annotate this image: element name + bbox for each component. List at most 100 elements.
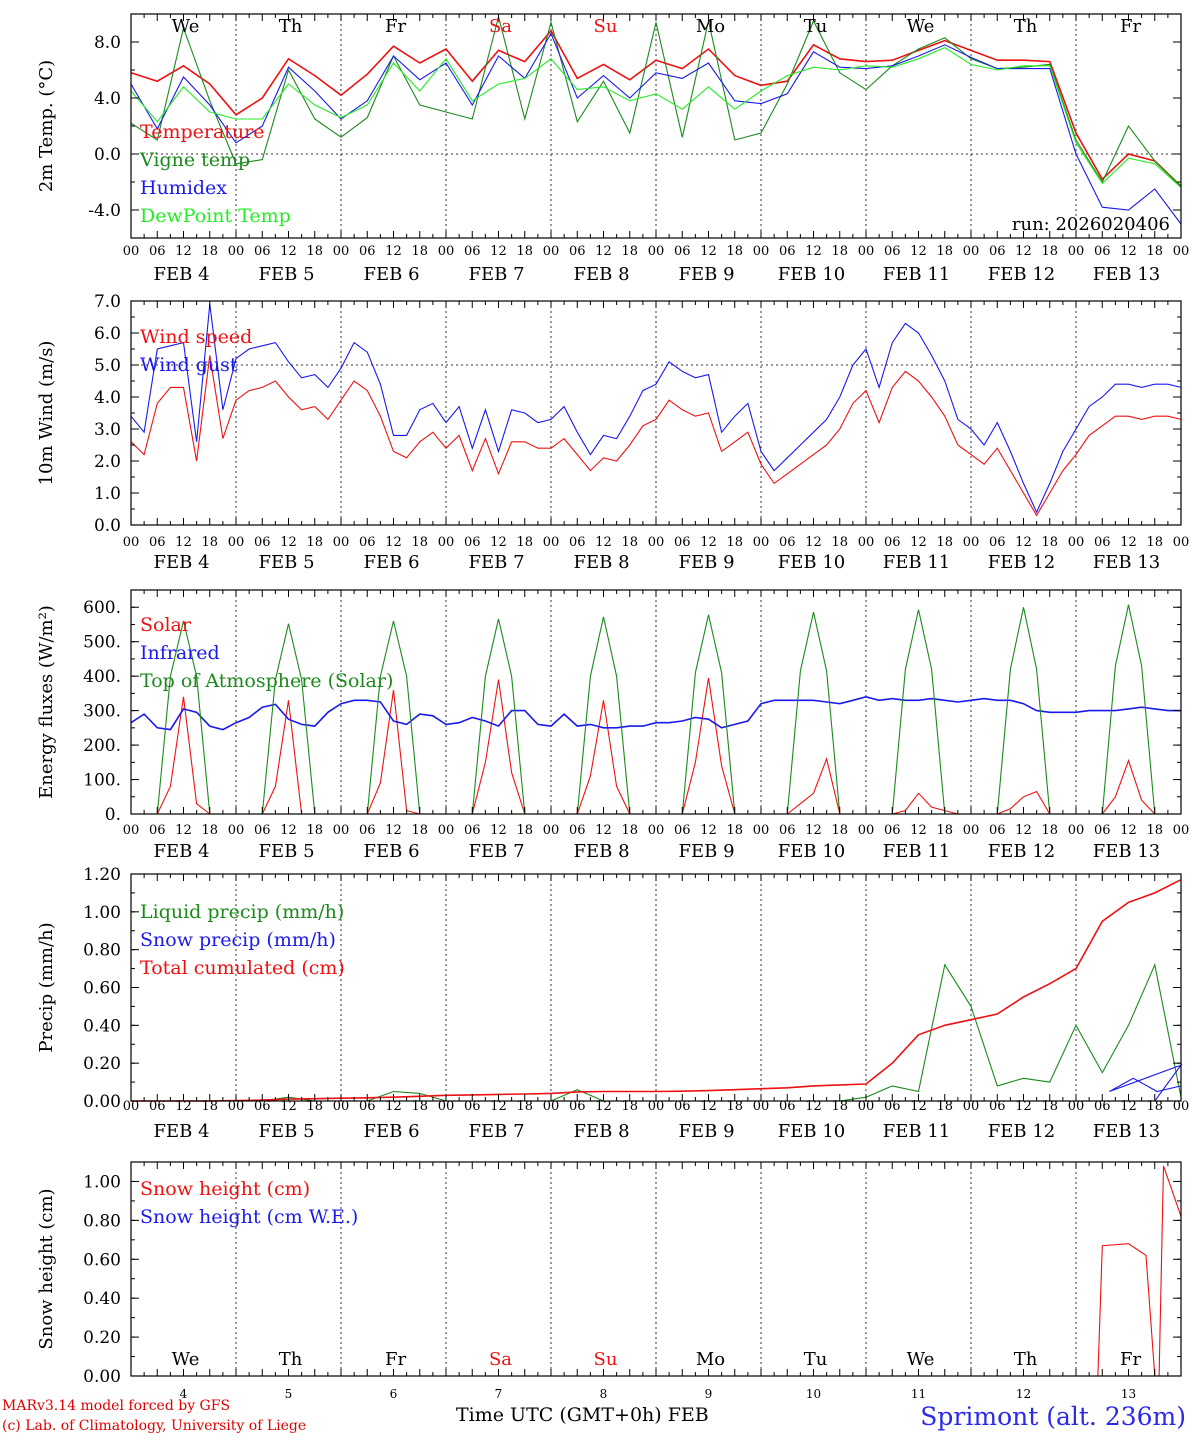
y-tick-label: 1.00 [83, 1172, 121, 1192]
y-tick-label: 0.80 [83, 941, 121, 961]
hour-tick-label: 00 [858, 1099, 875, 1114]
y-tick-label: 0.60 [83, 979, 121, 999]
hour-tick-label: 12 [805, 823, 822, 838]
hour-tick-label: 00 [438, 244, 455, 259]
legend-entry: Total cumulated (cm) [140, 957, 345, 979]
hour-tick-label: 12 [1015, 535, 1032, 550]
hour-tick-label: 06 [779, 1099, 796, 1114]
hour-tick-label: 06 [674, 1099, 691, 1114]
hour-tick-label: 18 [1041, 535, 1058, 550]
series-line-wind-gust [130, 304, 1182, 514]
time-axis-label: Time UTC (GMT+0h) [456, 1404, 662, 1426]
hour-tick-label: 06 [359, 244, 376, 259]
hour-tick-label: 00 [753, 535, 770, 550]
y-tick-label: 0.80 [83, 1211, 121, 1231]
y-tick-label: 8.0 [94, 33, 121, 53]
hour-tick-label: 12 [1120, 244, 1137, 259]
hour-tick-label: 18 [306, 535, 323, 550]
day-number-label: 11 [911, 1387, 926, 1401]
hour-tick-label: 06 [149, 535, 166, 550]
hour-tick-label: 12 [385, 244, 402, 259]
y-tick-label: 0.00 [83, 1367, 121, 1387]
date-label: FEB 11 [883, 264, 950, 285]
hour-tick-label: 06 [1094, 535, 1111, 550]
hour-tick-label: 12 [175, 535, 192, 550]
y-tick-label: 0.20 [83, 1054, 121, 1074]
date-label: FEB 4 [153, 264, 209, 285]
hour-tick-label: 00 [963, 244, 980, 259]
credit-model: MARv3.14 model forced by GFS [2, 1398, 231, 1414]
hour-tick-label: 12 [805, 244, 822, 259]
hour-tick-label: 00 [1068, 1099, 1085, 1114]
hour-tick-label: 00 [1068, 535, 1085, 550]
hour-tick-label: 18 [1041, 244, 1058, 259]
hour-tick-label: 18 [1146, 535, 1163, 550]
hour-tick-label: 00 [333, 244, 350, 259]
weekday-label: We [172, 1349, 200, 1370]
hour-tick-label: 00 [963, 823, 980, 838]
y-tick-label: 500. [83, 633, 121, 653]
date-label: FEB 9 [678, 841, 734, 862]
weekday-label: Tu [804, 16, 828, 37]
hour-tick-label: 06 [569, 244, 586, 259]
date-label: FEB 13 [1093, 1121, 1160, 1142]
hour-tick-label: 12 [910, 823, 927, 838]
weekday-label: Tu [804, 1349, 828, 1370]
y-tick-label: 0.40 [83, 1289, 121, 1309]
hour-tick-label: 06 [989, 244, 1006, 259]
y-tick-label: 0.00 [83, 1092, 121, 1112]
hour-tick-label: 12 [490, 244, 507, 259]
hour-tick-label: 18 [831, 244, 848, 259]
weekday-label: We [907, 1349, 935, 1370]
legend-entry: Top of Atmosphere (Solar) [140, 670, 393, 692]
hour-tick-label: 06 [149, 823, 166, 838]
y-tick-label: 0. [105, 805, 121, 825]
day-number-label: 10 [806, 1387, 821, 1401]
y-tick-label: 1.20 [83, 865, 121, 885]
hour-tick-label: 12 [805, 535, 822, 550]
series-line-total-cumulated-cm- [131, 878, 1182, 1102]
hour-tick-label: 00 [858, 244, 875, 259]
y-axis-label: Precip (mm/h) [36, 922, 57, 1052]
hour-tick-label: 18 [621, 823, 638, 838]
panel-4: 1.20 1.00 0.80 0.60 0.40 0.20 0.00 Precip (mm/h… [36, 865, 1189, 1142]
hour-tick-label: 00 [438, 535, 455, 550]
legend-entry: Snow height (cm) [140, 1178, 310, 1200]
legend-entry: Infrared [140, 642, 220, 664]
hour-tick-label: 18 [621, 535, 638, 550]
y-tick-label: 0.60 [83, 1250, 121, 1270]
hour-tick-label: 12 [280, 1099, 297, 1114]
legend-entry: Vigne temp [139, 149, 250, 171]
date-label: FEB 9 [678, 552, 734, 573]
hour-tick-label: 18 [306, 1099, 323, 1114]
hour-tick-label: 12 [700, 535, 717, 550]
hour-tick-label: 18 [936, 244, 953, 259]
date-label: FEB 10 [778, 841, 845, 862]
date-label: FEB 11 [883, 1121, 950, 1142]
hour-tick-label: 18 [1041, 1099, 1058, 1114]
hour-tick-label: 00 [1173, 535, 1190, 550]
hour-tick-label: 18 [411, 1099, 428, 1114]
hour-tick-label: 06 [254, 1099, 271, 1114]
hour-tick-label: 18 [306, 244, 323, 259]
day-number-label: 5 [285, 1387, 293, 1401]
weekday-label: Sa [489, 1349, 512, 1370]
hour-tick-label: 12 [595, 823, 612, 838]
weekday-label: Fr [1120, 1349, 1141, 1370]
hour-tick-label: 00 [123, 823, 140, 838]
legend-entry: Solar [140, 614, 192, 636]
y-tick-label: 600. [83, 598, 121, 618]
day-number-label: 7 [495, 1387, 503, 1401]
hour-tick-label: 00 [1173, 1099, 1190, 1114]
hour-tick-label: 18 [201, 1099, 218, 1114]
y-tick-label: 2.0 [94, 452, 121, 472]
hour-tick-label: 12 [910, 1099, 927, 1114]
y-tick-label: 200. [83, 736, 121, 756]
time-axis-title: Time UTC (GMT+0h) FEB [456, 1404, 709, 1426]
hour-tick-label: 12 [280, 535, 297, 550]
hour-tick-label: 06 [884, 244, 901, 259]
hour-tick-label: 18 [936, 823, 953, 838]
hour-tick-label: 06 [1094, 1099, 1111, 1114]
hour-tick-label: 00 [858, 535, 875, 550]
